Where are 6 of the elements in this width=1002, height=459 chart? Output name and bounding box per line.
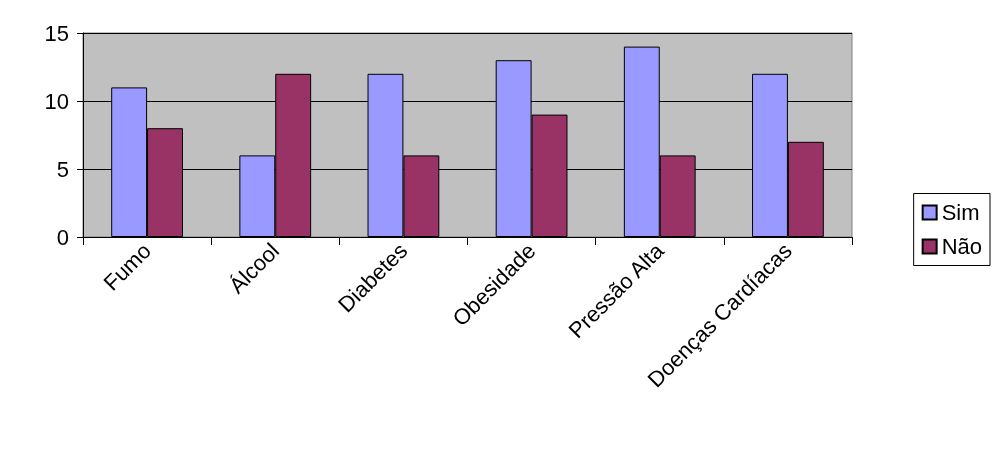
legend-label: Não (941, 234, 982, 259)
legend-label: Sim (941, 200, 980, 225)
y-tick-label: 0 (56, 224, 69, 250)
y-tick-label: 15 (44, 20, 69, 46)
y-tick-label: 10 (44, 88, 69, 114)
y-tick-label: 5 (56, 156, 69, 182)
